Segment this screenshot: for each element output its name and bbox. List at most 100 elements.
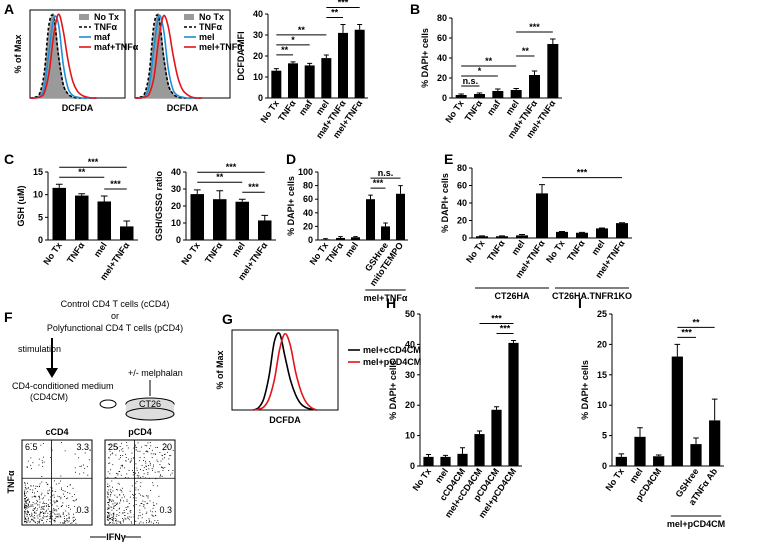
error-bar [458,93,464,95]
event-dot [36,510,38,512]
event-dot [57,513,59,515]
event-dot [154,520,156,522]
event-dot [108,457,110,459]
event-dot [139,509,141,511]
event-dot [53,494,55,496]
event-dot [126,501,128,502]
bar [510,90,522,98]
event-dot [161,466,163,468]
event-dot [24,518,26,520]
event-dot [40,508,42,510]
event-dot [27,499,29,501]
legend-label: mel+cCD4CM [363,345,421,355]
event-dot [163,449,164,451]
event-dot [160,460,162,462]
event-dot [25,506,27,508]
event-dot [27,511,29,513]
event-dot [109,517,111,519]
x-tick-label: mel [230,240,247,258]
y-tick-label: 30 [171,184,181,194]
event-dot [107,493,109,495]
event-dot [50,511,52,512]
event-dot [142,522,144,524]
event-dot [30,516,32,517]
event-dot [29,521,31,523]
event-dot [114,477,116,479]
event-dot [66,505,68,507]
event-dot [68,517,70,519]
event-dot [119,521,121,523]
y-axis-label: GSH (uM) [16,186,26,227]
x-tick-label: mel [343,240,360,258]
event-dot [39,501,41,503]
bar [381,226,390,240]
event-dot [107,483,109,485]
significance-label: ** [522,46,530,56]
event-dot [52,511,54,513]
event-dot [125,518,127,520]
y-tick-label: 80 [303,181,313,191]
event-dot [127,477,129,479]
event-dot [44,516,46,518]
event-dot [34,511,36,513]
event-dot [140,482,142,484]
bar [616,223,628,238]
event-dot [129,496,131,498]
event-dot [156,485,158,487]
event-dot [36,522,38,524]
event-dot [24,503,26,505]
source-label: Control CD4 T cells (cCD4) [61,299,170,309]
event-dot [121,512,123,514]
event-dot [111,522,113,524]
event-dot [116,519,117,521]
event-dot [39,506,41,508]
event-dot [54,490,56,492]
event-dot [119,507,120,509]
event-dot [26,482,28,484]
event-dot [153,515,155,517]
event-dot [160,474,162,476]
significance-label: *** [491,313,502,323]
event-dot [73,519,75,521]
event-dot [34,521,36,523]
plot-frame [104,439,176,526]
event-dot [72,517,74,519]
x-tick-label: mel [628,466,645,484]
event-dot [44,495,46,497]
y-axis-label: % DAPI+ cells [420,28,430,88]
event-dot [137,442,139,444]
event-dot [34,495,36,497]
event-dot [114,494,116,496]
event-dot [64,496,65,497]
event-dot [137,517,139,519]
bar [474,94,485,98]
event-dot [62,489,64,491]
event-dot [50,521,52,523]
y-tick-label: 40 [437,53,447,63]
event-dot [60,516,62,518]
event-dot [130,516,132,518]
y-tick-label: 80 [457,163,467,173]
bar [457,453,468,466]
event-dot [159,464,161,466]
bar [556,231,568,238]
event-dot [111,500,113,502]
event-dot [65,510,67,512]
event-dot [121,497,123,499]
event-dot [50,496,52,498]
event-dot [135,497,137,499]
event-dot [46,519,48,521]
event-dot [55,516,57,518]
event-dot [140,494,142,496]
bar [304,65,315,98]
event-dot [122,517,123,519]
event-dot [127,506,129,508]
event-dot [111,480,113,482]
event-dot [60,496,62,498]
event-dot [24,514,26,516]
event-dot [74,453,76,455]
error-bar [442,454,449,457]
event-dot [131,452,133,454]
event-dot [43,497,44,499]
bar [491,409,502,466]
